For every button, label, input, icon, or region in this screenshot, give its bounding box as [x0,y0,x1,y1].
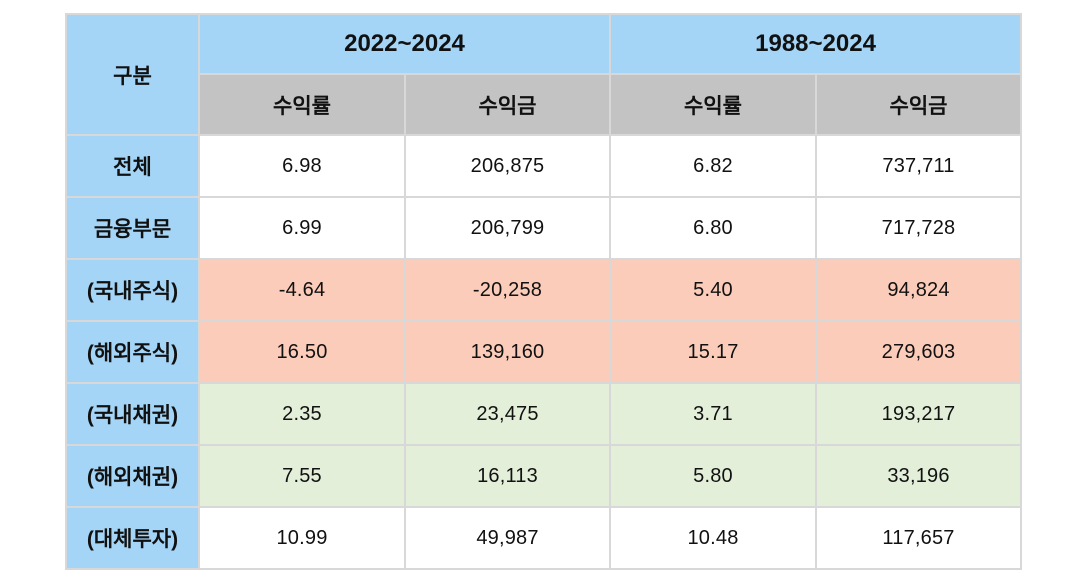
returns-table-container: 구분 2022~2024 1988~2024 수익률 수익금 수익률 수익금 전… [65,13,1023,570]
subheader-amount-2022: 수익금 [406,75,610,134]
table-row-financial: 금융부문 6.99 206,799 6.80 717,728 [67,198,1021,258]
cell-value: 10.99 [200,508,404,568]
cell-value: 139,160 [406,322,610,382]
cell-value: 16.50 [200,322,404,382]
corner-header-cell: 구분 [67,15,198,134]
row-label: (해외주식) [67,322,198,382]
row-label: 금융부문 [67,198,198,258]
cell-value: 279,603 [817,322,1021,382]
period-group-2022-2024: 2022~2024 [200,15,610,73]
cell-value: 737,711 [817,136,1021,196]
period-group-1988-2024: 1988~2024 [611,15,1021,73]
row-label: 전체 [67,136,198,196]
cell-value: 10.48 [611,508,816,568]
subheader-row: 수익률 수익금 수익률 수익금 [67,75,1021,134]
cell-value: 206,875 [406,136,610,196]
row-label: (대체투자) [67,508,198,568]
cell-value: 16,113 [406,446,610,506]
cell-value: 33,196 [817,446,1021,506]
cell-value: 6.99 [200,198,404,258]
cell-value: 5.80 [611,446,816,506]
cell-value: 94,824 [817,260,1021,320]
row-label: (해외채권) [67,446,198,506]
table-row-total: 전체 6.98 206,875 6.82 737,711 [67,136,1021,196]
cell-value: 6.82 [611,136,816,196]
subheader-rate-2022: 수익률 [200,75,404,134]
period-header-row: 구분 2022~2024 1988~2024 [67,15,1021,134]
cell-value: 23,475 [406,384,610,444]
cell-value: 6.80 [611,198,816,258]
cell-value: 15.17 [611,322,816,382]
investment-returns-table: 구분 2022~2024 1988~2024 수익률 수익금 수익률 수익금 전… [65,13,1023,570]
table-row-domestic-bonds: (국내채권) 2.35 23,475 3.71 193,217 [67,384,1021,444]
table-row-foreign-bonds: (해외채권) 7.55 16,113 5.80 33,196 [67,446,1021,506]
cell-value: 117,657 [817,508,1021,568]
table-row-foreign-stocks: (해외주식) 16.50 139,160 15.17 279,603 [67,322,1021,382]
row-label: (국내채권) [67,384,198,444]
cell-value: 2.35 [200,384,404,444]
cell-value: 3.71 [611,384,816,444]
cell-value: 206,799 [406,198,610,258]
cell-value: 7.55 [200,446,404,506]
subheader-rate-1988: 수익률 [611,75,816,134]
cell-value: 6.98 [200,136,404,196]
cell-value: 193,217 [817,384,1021,444]
cell-value: -4.64 [200,260,404,320]
cell-value: 717,728 [817,198,1021,258]
table-row-domestic-stocks: (국내주식) -4.64 -20,258 5.40 94,824 [67,260,1021,320]
cell-value: 5.40 [611,260,816,320]
row-label: (국내주식) [67,260,198,320]
cell-value: 49,987 [406,508,610,568]
cell-value: -20,258 [406,260,610,320]
subheader-amount-1988: 수익금 [817,75,1021,134]
table-row-alternative-investments: (대체투자) 10.99 49,987 10.48 117,657 [67,508,1021,568]
